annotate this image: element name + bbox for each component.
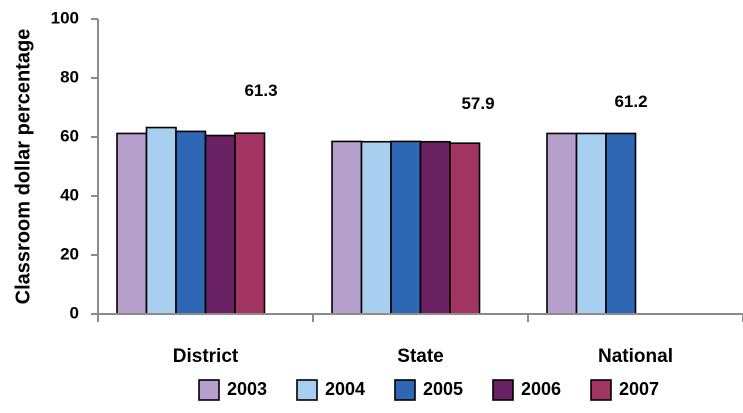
bar-state-2003 [331, 140, 363, 315]
category-label-district: District [173, 346, 239, 367]
legend-label-2006: 2006 [521, 379, 561, 399]
legend-swatch-2006 [492, 379, 514, 401]
legend-label-2005: 2005 [423, 379, 463, 399]
bar-national-2003 [546, 132, 578, 315]
y-tick-label: 40 [60, 185, 79, 204]
bar-state-2005 [390, 140, 422, 315]
category-label-state: State [397, 346, 443, 367]
category-label-national: National [598, 346, 673, 367]
data-label-state: 57.9 [461, 94, 494, 113]
y-tick-label: 80 [60, 67, 79, 86]
legend-label-2007: 2007 [619, 379, 659, 399]
bar-district-2004 [145, 126, 177, 315]
legend-swatch-2007 [590, 379, 612, 401]
bar-district-2006 [204, 134, 236, 315]
bar-national-2005 [605, 132, 637, 315]
legend-label-2004: 2004 [325, 379, 365, 399]
bar-district-2003 [116, 132, 148, 315]
y-axis-label: Classroom dollar percentage [12, 29, 34, 305]
data-label-national: 61.2 [614, 92, 647, 111]
legend-swatch-2004 [296, 379, 318, 401]
legend-swatch-2005 [394, 379, 416, 401]
data-label-district: 61.3 [244, 81, 277, 100]
bar-national-2004 [575, 132, 607, 315]
y-tick-label: 20 [60, 244, 79, 263]
y-tick-label: 0 [70, 303, 79, 322]
bar-district-2005 [175, 130, 207, 315]
bar-state-2007 [449, 142, 481, 315]
y-tick-label: 100 [51, 8, 79, 27]
y-tick-label: 60 [60, 126, 79, 145]
bar-district-2007 [234, 132, 266, 315]
legend-swatch-2003 [198, 379, 220, 401]
bar-state-2006 [419, 140, 451, 315]
legend-label-2003: 2003 [227, 379, 267, 399]
legend: 2003 2004 2005 2006 2007 [198, 379, 659, 401]
bar-state-2004 [360, 140, 392, 315]
